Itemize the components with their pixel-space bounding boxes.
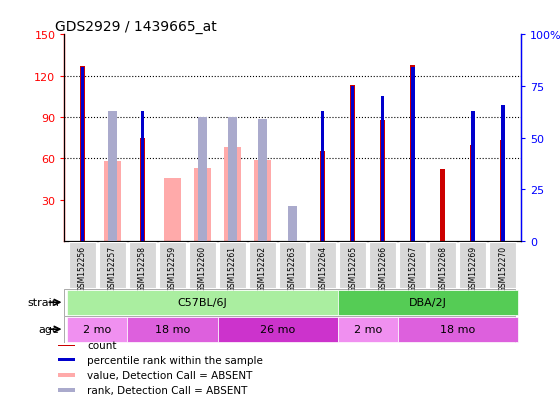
Text: GSM152259: GSM152259	[168, 245, 177, 291]
Bar	[411, 68, 414, 242]
Text: GSM152261: GSM152261	[228, 245, 237, 291]
Bar	[321, 112, 324, 242]
Bar	[309, 242, 336, 288]
Bar	[440, 170, 445, 242]
Bar	[108, 112, 117, 242]
Bar	[290, 235, 295, 242]
Text: 2 mo: 2 mo	[83, 324, 111, 335]
Text: GSM152269: GSM152269	[468, 245, 477, 291]
Bar	[140, 138, 145, 242]
Bar	[228, 118, 237, 242]
Bar	[471, 112, 474, 242]
Text: GSM152270: GSM152270	[498, 245, 507, 291]
Bar	[80, 67, 85, 242]
Bar	[338, 290, 518, 315]
Text: GSM152262: GSM152262	[258, 245, 267, 291]
Bar	[339, 242, 366, 288]
Text: GSM152263: GSM152263	[288, 245, 297, 291]
Bar	[104, 162, 121, 242]
Text: percentile rank within the sample: percentile rank within the sample	[87, 355, 263, 365]
Bar	[58, 343, 75, 347]
Bar	[410, 65, 416, 242]
Bar	[351, 87, 354, 242]
Text: GSM152256: GSM152256	[78, 245, 87, 291]
Bar	[279, 242, 306, 288]
Bar	[381, 97, 385, 242]
Bar	[470, 145, 475, 242]
Bar	[67, 317, 128, 342]
Text: age: age	[38, 324, 59, 335]
Text: DBA/2J: DBA/2J	[409, 297, 447, 308]
Bar	[369, 242, 396, 288]
Bar	[58, 388, 75, 392]
Bar	[81, 68, 84, 242]
Bar	[380, 121, 385, 242]
Text: 18 mo: 18 mo	[155, 324, 190, 335]
Bar	[69, 242, 96, 288]
Bar	[67, 290, 338, 315]
Bar	[194, 169, 211, 242]
Text: GSM152258: GSM152258	[138, 245, 147, 291]
Text: C57BL/6J: C57BL/6J	[178, 297, 227, 308]
Bar	[129, 242, 156, 288]
Bar	[141, 112, 144, 242]
Bar	[429, 242, 456, 288]
Text: GSM152264: GSM152264	[318, 245, 327, 291]
Bar	[58, 373, 75, 377]
Bar	[217, 317, 338, 342]
Bar	[288, 206, 297, 242]
Bar	[58, 358, 75, 362]
Bar	[338, 317, 398, 342]
Bar	[254, 160, 271, 242]
Text: value, Detection Call = ABSENT: value, Detection Call = ABSENT	[87, 370, 253, 380]
Bar	[258, 120, 267, 242]
Text: strain: strain	[27, 297, 59, 308]
Text: 2 mo: 2 mo	[353, 324, 382, 335]
Text: GSM152267: GSM152267	[408, 245, 417, 291]
Bar	[219, 242, 246, 288]
Text: 26 mo: 26 mo	[260, 324, 295, 335]
Text: rank, Detection Call = ABSENT: rank, Detection Call = ABSENT	[87, 385, 248, 395]
Bar	[398, 317, 518, 342]
Bar	[399, 242, 426, 288]
Bar	[159, 242, 186, 288]
Bar	[189, 242, 216, 288]
Bar	[128, 317, 217, 342]
Bar	[320, 152, 325, 242]
Bar	[500, 141, 506, 242]
Text: GSM152268: GSM152268	[438, 245, 447, 291]
Text: GSM152265: GSM152265	[348, 245, 357, 291]
Bar	[459, 242, 486, 288]
Bar	[164, 178, 181, 242]
Text: GDS2929 / 1439665_at: GDS2929 / 1439665_at	[55, 20, 217, 34]
Bar	[489, 242, 516, 288]
Bar	[249, 242, 276, 288]
Text: count: count	[87, 340, 116, 350]
Bar	[501, 105, 505, 242]
Bar	[198, 118, 207, 242]
Text: 18 mo: 18 mo	[440, 324, 475, 335]
Text: GSM152266: GSM152266	[378, 245, 387, 291]
Text: GSM152260: GSM152260	[198, 245, 207, 291]
Bar	[225, 148, 241, 242]
Text: GSM152257: GSM152257	[108, 245, 117, 291]
Bar	[350, 86, 356, 242]
Bar	[99, 242, 126, 288]
